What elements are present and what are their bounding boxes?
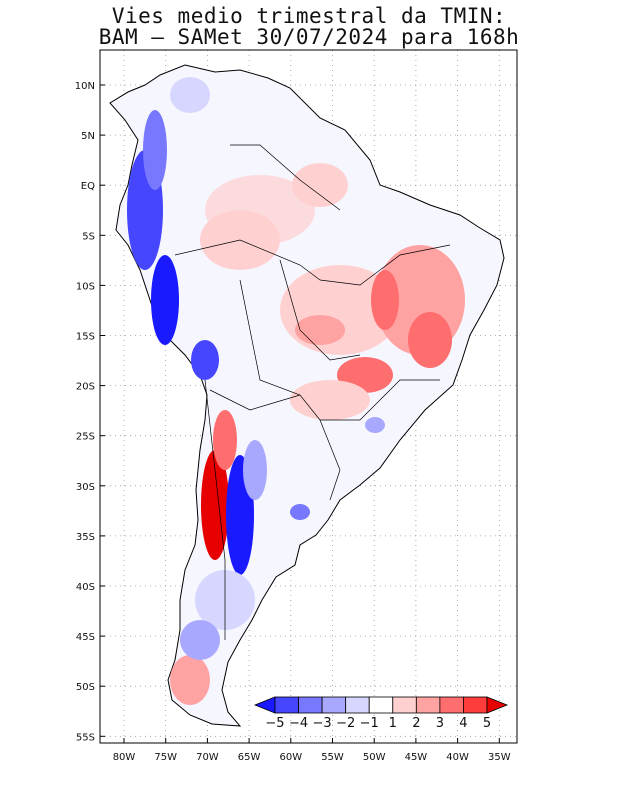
negative-bias-regions (127, 77, 385, 660)
map-title-line1: Vies medio trimestral da TMIN: (111, 4, 507, 28)
lat-tick-label: 50S (76, 682, 95, 693)
colorbar-max-arrow (486, 696, 509, 714)
lon-tick-label: 35W (488, 752, 511, 763)
colorbar-swatch (274, 696, 299, 714)
colorbar-swatch (321, 696, 347, 714)
lat-tick-label: 20S (76, 382, 95, 393)
country-borders (174, 144, 451, 640)
colorbar-label: −1 (360, 716, 379, 731)
colorbar-label: 1 (389, 716, 397, 731)
colorbar-swatch (439, 696, 464, 714)
lon-tick-label: 80W (113, 752, 136, 763)
colorbar: −5 −4 −3 −2 −1 1 2 3 4 5 (253, 696, 509, 731)
lat-tick-label: 5S (82, 231, 95, 242)
colorbar-label: −5 (265, 716, 284, 731)
colorbar-label: −2 (336, 716, 355, 731)
lon-tick-label: 70W (196, 752, 219, 763)
lon-tick-label: 40W (446, 752, 469, 763)
lon-tick-label: 45W (405, 752, 428, 763)
map-title-line2: BAM – SAMet 30/07/2024 para 168h (98, 25, 520, 49)
colorbar-swatch (415, 696, 441, 714)
lon-axis-labels: 80W 75W 70W 65W 60W 55W 50W 45W 40W 35W (113, 738, 511, 763)
colorbar-swatch (368, 696, 394, 714)
lat-tick-label: 35S (76, 532, 95, 543)
colorbar-label: 4 (459, 716, 467, 731)
colorbar-swatch (392, 696, 417, 714)
lon-tick-label: 50W (363, 752, 386, 763)
lon-tick-label: 65W (238, 752, 261, 763)
colorbar-label: −3 (313, 716, 332, 731)
lat-tick-label: 30S (76, 482, 95, 493)
colorbar-min-arrow (253, 696, 276, 714)
colorbar-swatch (463, 696, 488, 714)
lat-tick-label: 55S (76, 732, 95, 743)
colorbar-label: 3 (436, 716, 444, 731)
continent (109, 64, 505, 727)
lon-tick-label: 55W (321, 752, 344, 763)
colorbar-label: 5 (483, 716, 491, 731)
lat-axis-labels: 10N 5N EQ 5S 10S 15S 20S 25S 30S 35S 40S 45S 50S 55S (75, 81, 105, 743)
colorbar-swatch (345, 696, 370, 714)
lon-tick-label: 75W (154, 752, 177, 763)
lat-tick-label: 25S (76, 432, 95, 443)
lat-tick-label: 10N (75, 81, 95, 92)
map-frame (99, 49, 518, 744)
lat-tick-label: EQ (81, 181, 95, 192)
lon-tick-label: 60W (279, 752, 302, 763)
colorbar-label: 2 (412, 716, 420, 731)
lat-tick-label: 40S (76, 582, 95, 593)
colorbar-label: −4 (289, 716, 308, 731)
lat-tick-label: 10S (76, 281, 95, 292)
lat-tick-label: 15S (76, 332, 95, 343)
colorbar-swatch (298, 696, 323, 714)
positive-bias-regions (170, 163, 465, 705)
lat-tick-label: 45S (76, 632, 95, 643)
lat-tick-label: 5N (81, 131, 95, 142)
